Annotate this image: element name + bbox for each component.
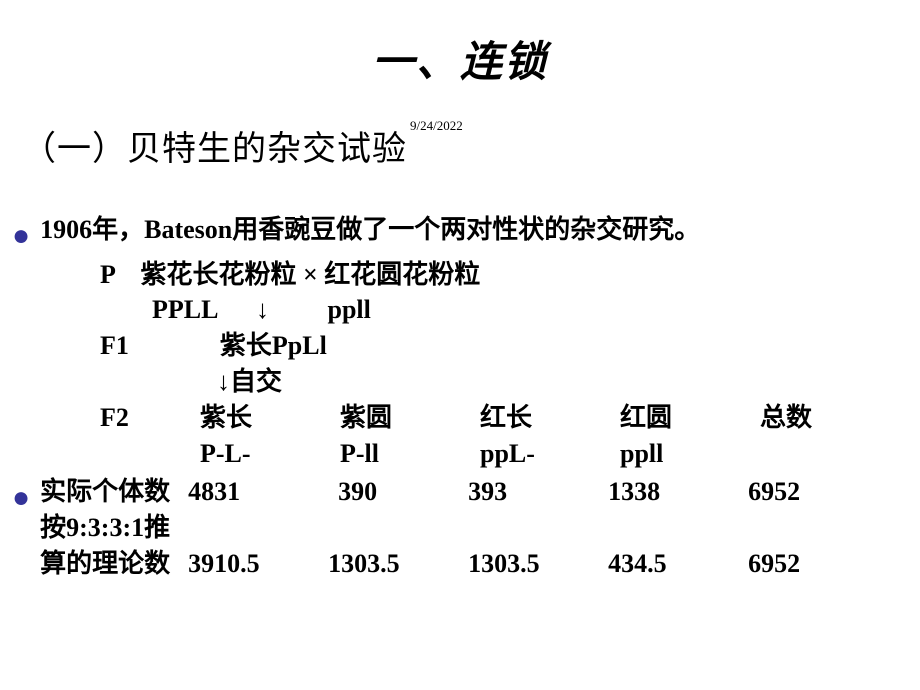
- p-line: P 紫花长花粉粒 × 红花圆花粉粒: [100, 257, 920, 293]
- cross-diagram: P 紫花长花粉粒 × 红花圆花粉粒 PPLL ↓ ppll F1 紫长PpLl …: [100, 257, 920, 401]
- f1-label: F1: [100, 331, 129, 360]
- genotype-row: P-L- P-ll ppL- ppll: [0, 436, 920, 472]
- actual-label: 实际个体数: [40, 474, 188, 510]
- actual-c2: 390: [328, 474, 468, 510]
- theory-c1: 3910.5: [188, 546, 328, 582]
- bullet-icon: ●: [12, 216, 30, 257]
- theory-label: 算的理论数: [40, 546, 188, 582]
- g1: P-L-: [200, 436, 340, 472]
- bullet-icon: ●: [12, 478, 30, 519]
- f2-h1: 紫长: [200, 400, 340, 436]
- actual-c5: 6952: [748, 474, 868, 510]
- f2-h2: 紫圆: [340, 400, 480, 436]
- p-right: 红花圆花粉粒: [324, 260, 480, 289]
- geno-left: PPLL: [152, 295, 217, 324]
- f2-header-row: F2 紫长 紫圆 红长 红圆 总数: [0, 400, 920, 436]
- f2-h5: 总数: [760, 400, 880, 436]
- self-line: ↓自交: [100, 364, 920, 400]
- content-area: ● 1906年，Bateson用香豌豆做了一个两对性状的杂交研究。 P 紫花长花…: [0, 212, 920, 581]
- p-label: P: [100, 260, 114, 289]
- geno-line: PPLL ↓ ppll: [100, 292, 920, 328]
- f2-h3: 红长: [480, 400, 620, 436]
- bullet-data: ● 实际个体数 4831 390 393 1338 6952 按9:3:3:1推…: [0, 474, 920, 582]
- f2-h4: 红圆: [620, 400, 760, 436]
- slide-title: 一、连锁: [0, 0, 920, 89]
- p-left: 紫花长花粉粒: [140, 260, 296, 289]
- theory-c2: 1303.5: [328, 546, 468, 582]
- down-arrow-icon: ↓: [217, 367, 230, 396]
- actual-row: 实际个体数 4831 390 393 1338 6952: [40, 474, 920, 510]
- theory-c3: 1303.5: [468, 546, 608, 582]
- g2: P-ll: [340, 436, 480, 472]
- actual-c3: 393: [468, 474, 608, 510]
- bullet-intro: ● 1906年，Bateson用香豌豆做了一个两对性状的杂交研究。: [0, 212, 920, 257]
- down-arrow-icon: ↓: [256, 295, 269, 324]
- f1-line: F1 紫长PpLl: [100, 328, 920, 364]
- g3: ppL-: [480, 436, 620, 472]
- actual-c1: 4831: [188, 474, 328, 510]
- f2-header-block: F2 紫长 紫圆 红长 红圆 总数 P-L- P-ll ppL- ppll: [0, 400, 920, 472]
- theory-c4: 434.5: [608, 546, 748, 582]
- theory-c5: 6952: [748, 546, 868, 582]
- section-subtitle: （一）贝特生的杂交试验: [22, 121, 920, 170]
- ratio-label: 按9:3:3:1推: [40, 510, 188, 546]
- theory-row: 算的理论数 3910.5 1303.5 1303.5 434.5 6952: [40, 546, 920, 582]
- self-text: 自交: [230, 367, 282, 396]
- date-stamp: 9/24/2022: [410, 118, 463, 134]
- ratio-row: 按9:3:3:1推: [40, 510, 920, 546]
- g4: ppll: [620, 436, 760, 472]
- intro-text: 1906年，Bateson用香豌豆做了一个两对性状的杂交研究。: [40, 212, 920, 247]
- f2-label: F2: [100, 400, 200, 436]
- actual-c4: 1338: [608, 474, 748, 510]
- geno-right: ppll: [328, 295, 371, 324]
- data-table: 实际个体数 4831 390 393 1338 6952 按9:3:3:1推 算…: [40, 474, 920, 582]
- f1-text: 紫长PpLl: [220, 331, 327, 360]
